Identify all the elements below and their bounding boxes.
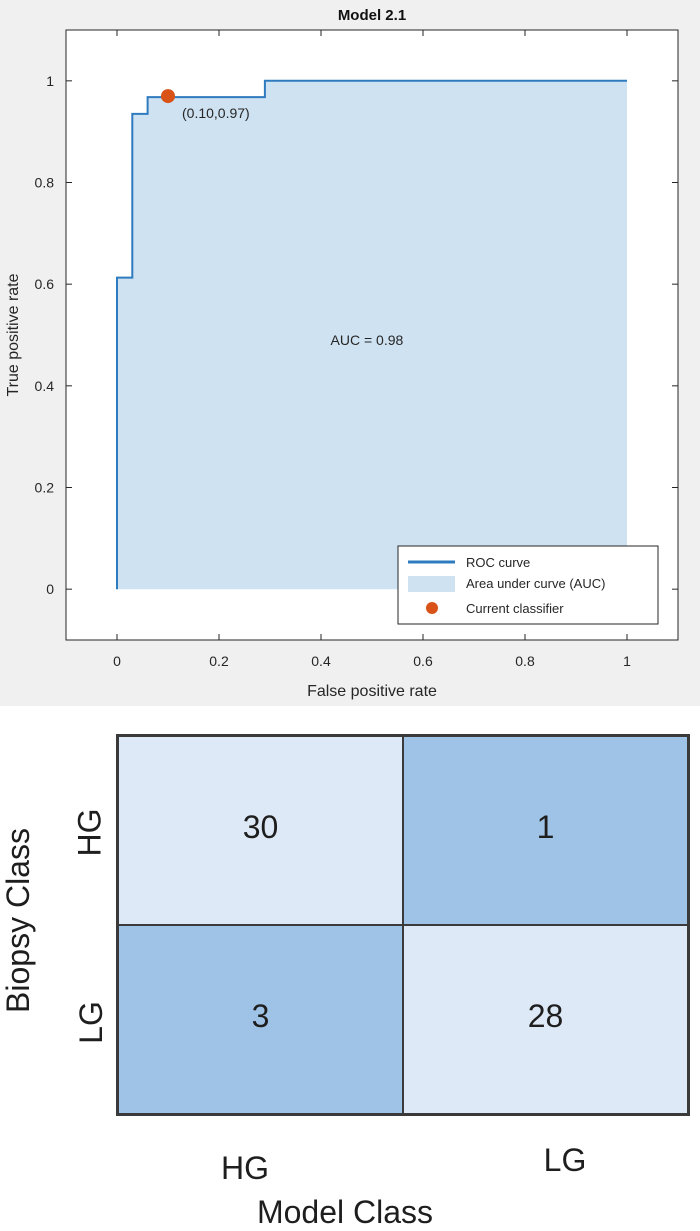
row-label-hg: HG bbox=[71, 808, 108, 857]
auc-area bbox=[117, 80, 627, 590]
auc-annotation: AUC = 0.98 bbox=[331, 332, 404, 348]
current-classifier-point bbox=[161, 89, 175, 104]
roc-chart-panel: 0 0.2 0.4 0.6 0.8 1 0 0.2 0.4 0.6 0.8 1 Model 2.1 F… bbox=[0, 0, 700, 706]
cell-value: 30 bbox=[242, 809, 279, 845]
cell-lg-lg: 28 bbox=[403, 925, 688, 1114]
col-label-lg: LG bbox=[543, 1142, 587, 1178]
y-axis-title: True positive rate bbox=[5, 273, 22, 396]
legend-area-label: Area under curve (AUC) bbox=[466, 576, 605, 591]
x-tick-label: 0.2 bbox=[209, 653, 229, 669]
roc-chart: 0 0.2 0.4 0.6 0.8 1 0 0.2 0.4 0.6 0.8 1 Model 2.1 F… bbox=[5, 7, 679, 700]
x-axis-title: False positive rate bbox=[307, 683, 437, 700]
legend-point-label: Current classifier bbox=[466, 601, 564, 616]
col-label-hg: HG bbox=[221, 1150, 269, 1186]
roc-curve-line bbox=[116, 79, 627, 590]
legend: ROC curve Area under curve (AUC) Current… bbox=[397, 545, 659, 625]
legend-roc-label: ROC curve bbox=[466, 555, 530, 570]
x-tick-label: 0 bbox=[113, 653, 121, 669]
confusion-matrix: 30 1 3 28 bbox=[116, 734, 690, 1116]
current-classifier-label: (0.10,0.97) bbox=[182, 105, 250, 121]
x-axis-title-cm: Model Class bbox=[256, 1194, 434, 1230]
y-tick-label: 0.6 bbox=[35, 276, 55, 292]
y-tick-label: 0 bbox=[46, 581, 54, 597]
y-tick-label: 1 bbox=[46, 73, 54, 89]
cell-value: 28 bbox=[527, 998, 564, 1034]
y-tick-label: 0.4 bbox=[35, 378, 55, 394]
x-tick-label: 0.4 bbox=[311, 653, 331, 669]
x-tick-label: 1 bbox=[623, 653, 631, 669]
cell-hg-hg: 30 bbox=[118, 736, 403, 925]
legend-point-swatch bbox=[426, 602, 438, 614]
cell-value: 1 bbox=[536, 809, 555, 845]
confusion-matrix-panel: 30 1 3 28 HG LG Biopsy Class HG LG Model… bbox=[0, 706, 700, 1230]
y-tick-label: 0.2 bbox=[35, 480, 55, 496]
cell-value: 3 bbox=[251, 998, 270, 1034]
cell-lg-hg: 3 bbox=[118, 925, 403, 1114]
legend-area-swatch bbox=[408, 576, 455, 592]
x-tick-label: 0.8 bbox=[515, 653, 535, 669]
y-tick-label: 0.8 bbox=[35, 175, 55, 191]
y-axis-title-cm: Biopsy Class bbox=[0, 828, 36, 1013]
row-label-lg: LG bbox=[72, 1001, 109, 1044]
cell-hg-lg: 1 bbox=[403, 736, 688, 925]
x-tick-label: 0.6 bbox=[413, 653, 433, 669]
chart-title: Model 2.1 bbox=[338, 7, 406, 24]
